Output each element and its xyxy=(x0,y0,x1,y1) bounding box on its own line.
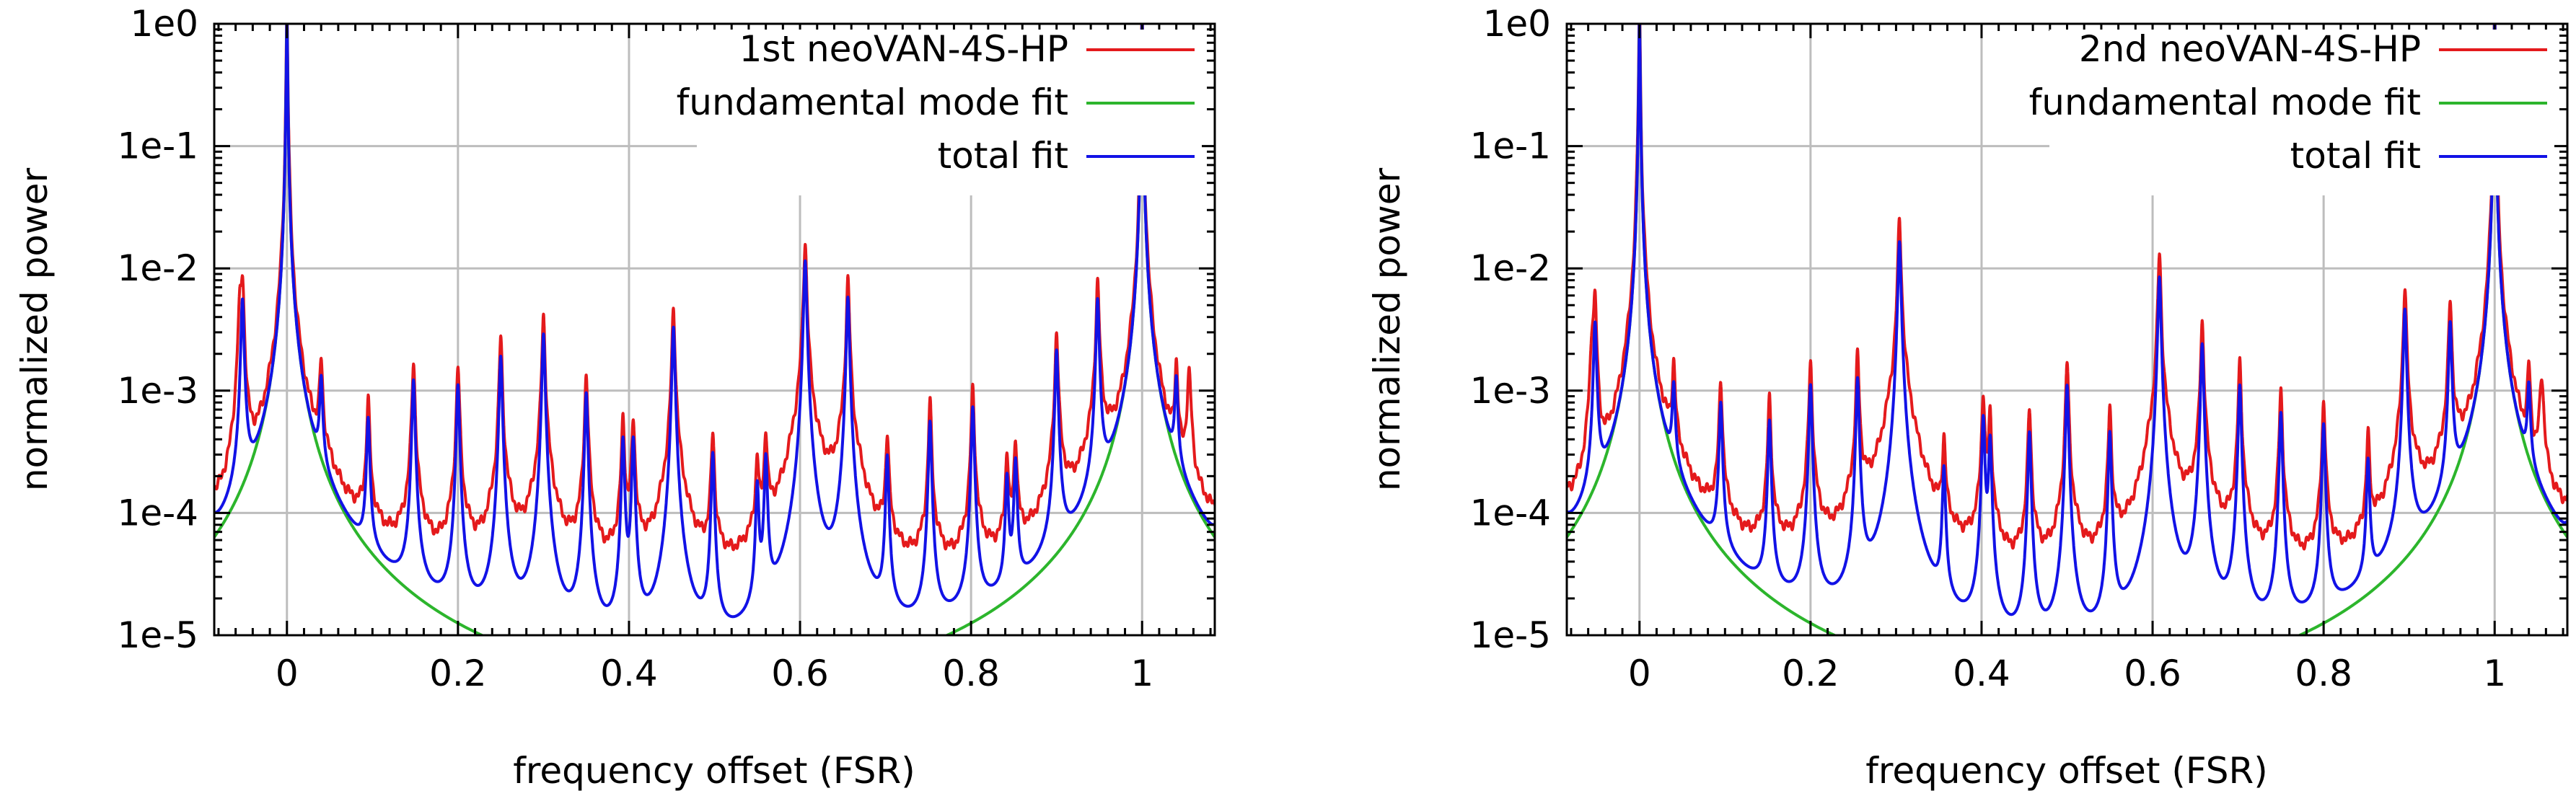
right-x-tick-label: 0.4 xyxy=(1953,653,2010,694)
right-x-tick-label: 0.6 xyxy=(2124,653,2181,694)
left-y-tick-label: 1e0 xyxy=(131,3,198,45)
right-x-tick-label: 1 xyxy=(2483,653,2506,694)
left-x-tick-label: 0.2 xyxy=(429,653,487,694)
right-chart: 0 0.2 0.4 0.6 0.8 1 1e0 1e-1 1e-2 1e-3 1e-4 1e-5 f… xyxy=(1366,3,2569,792)
left-legend-label: total fit xyxy=(938,135,1068,177)
left-y-tick-label: 1e-1 xyxy=(118,125,198,167)
right-y-tick-label: 1e0 xyxy=(1483,3,1551,45)
right-y-tick-label: 1e-1 xyxy=(1470,125,1551,167)
left-y-tick-label: 1e-4 xyxy=(118,492,198,534)
left-x-tick-label: 0.6 xyxy=(771,653,829,694)
right-x-tick-label: 0.8 xyxy=(2295,653,2352,694)
left-y-tick-label: 1e-5 xyxy=(118,614,198,656)
right-y-axis-title: normalized power xyxy=(1366,167,1408,491)
left-x-tick-label: 0 xyxy=(276,653,299,694)
right-y-tick-label: 1e-4 xyxy=(1470,492,1551,534)
left-plot-area xyxy=(214,24,1215,635)
left-series-fundamental-fit-line xyxy=(214,24,1215,635)
right-y-tick-label: 1e-3 xyxy=(1470,370,1551,412)
right-legend-label: total fit xyxy=(2290,135,2421,177)
right-x-axis-title: frequency offset (FSR) xyxy=(1865,750,2267,792)
left-legend-label: 1st neoVAN-4S-HP xyxy=(739,28,1068,70)
left-x-tick-label: 1 xyxy=(1130,653,1153,694)
right-y-tick-labels: 1e0 1e-1 1e-2 1e-3 1e-4 1e-5 xyxy=(1470,3,1551,656)
left-series-total-fit-line xyxy=(214,24,1215,619)
right-x-tick-labels: 0 0.2 0.4 0.6 0.8 1 xyxy=(1628,653,2506,694)
left-axis-ticks xyxy=(214,22,1215,637)
left-y-tick-label: 1e-3 xyxy=(118,370,198,412)
left-x-tick-labels: 0 0.2 0.4 0.6 0.8 1 xyxy=(276,653,1153,694)
left-chart: 0 0.2 0.4 0.6 0.8 1 1e0 1e-1 1e-2 1e-3 1e-4 1e-5 f… xyxy=(14,3,1216,792)
left-x-tick-label: 0.8 xyxy=(942,653,1000,694)
right-plot-area xyxy=(1567,24,2567,635)
right-x-tick-label: 0.2 xyxy=(1782,653,1839,694)
right-legend: 2nd neoVAN-4S-HP fundamental mode fit tota… xyxy=(2029,28,2554,195)
left-y-tick-label: 1e-2 xyxy=(118,247,198,289)
left-x-tick-label: 0.4 xyxy=(600,653,658,694)
left-legend-label: fundamental mode fit xyxy=(677,81,1068,123)
left-y-tick-labels: 1e0 1e-1 1e-2 1e-3 1e-4 1e-5 xyxy=(118,3,198,656)
left-y-axis-title: normalized power xyxy=(14,167,56,491)
right-legend-label: 2nd neoVAN-4S-HP xyxy=(2079,28,2421,70)
right-legend-background xyxy=(2049,30,2554,195)
right-series-total-fit-line xyxy=(1567,24,2567,616)
right-x-tick-label: 0 xyxy=(1628,653,1651,694)
left-x-axis-title: frequency offset (FSR) xyxy=(513,750,915,792)
right-y-tick-label: 1e-2 xyxy=(1470,247,1551,289)
left-legend: 1st neoVAN-4S-HP fundamental mode fit tota… xyxy=(677,28,1202,195)
right-series-fundamental-fit-line xyxy=(1567,24,2567,635)
right-y-tick-label: 1e-5 xyxy=(1470,614,1551,656)
left-legend-background xyxy=(697,30,1202,195)
right-legend-label: fundamental mode fit xyxy=(2029,81,2421,123)
